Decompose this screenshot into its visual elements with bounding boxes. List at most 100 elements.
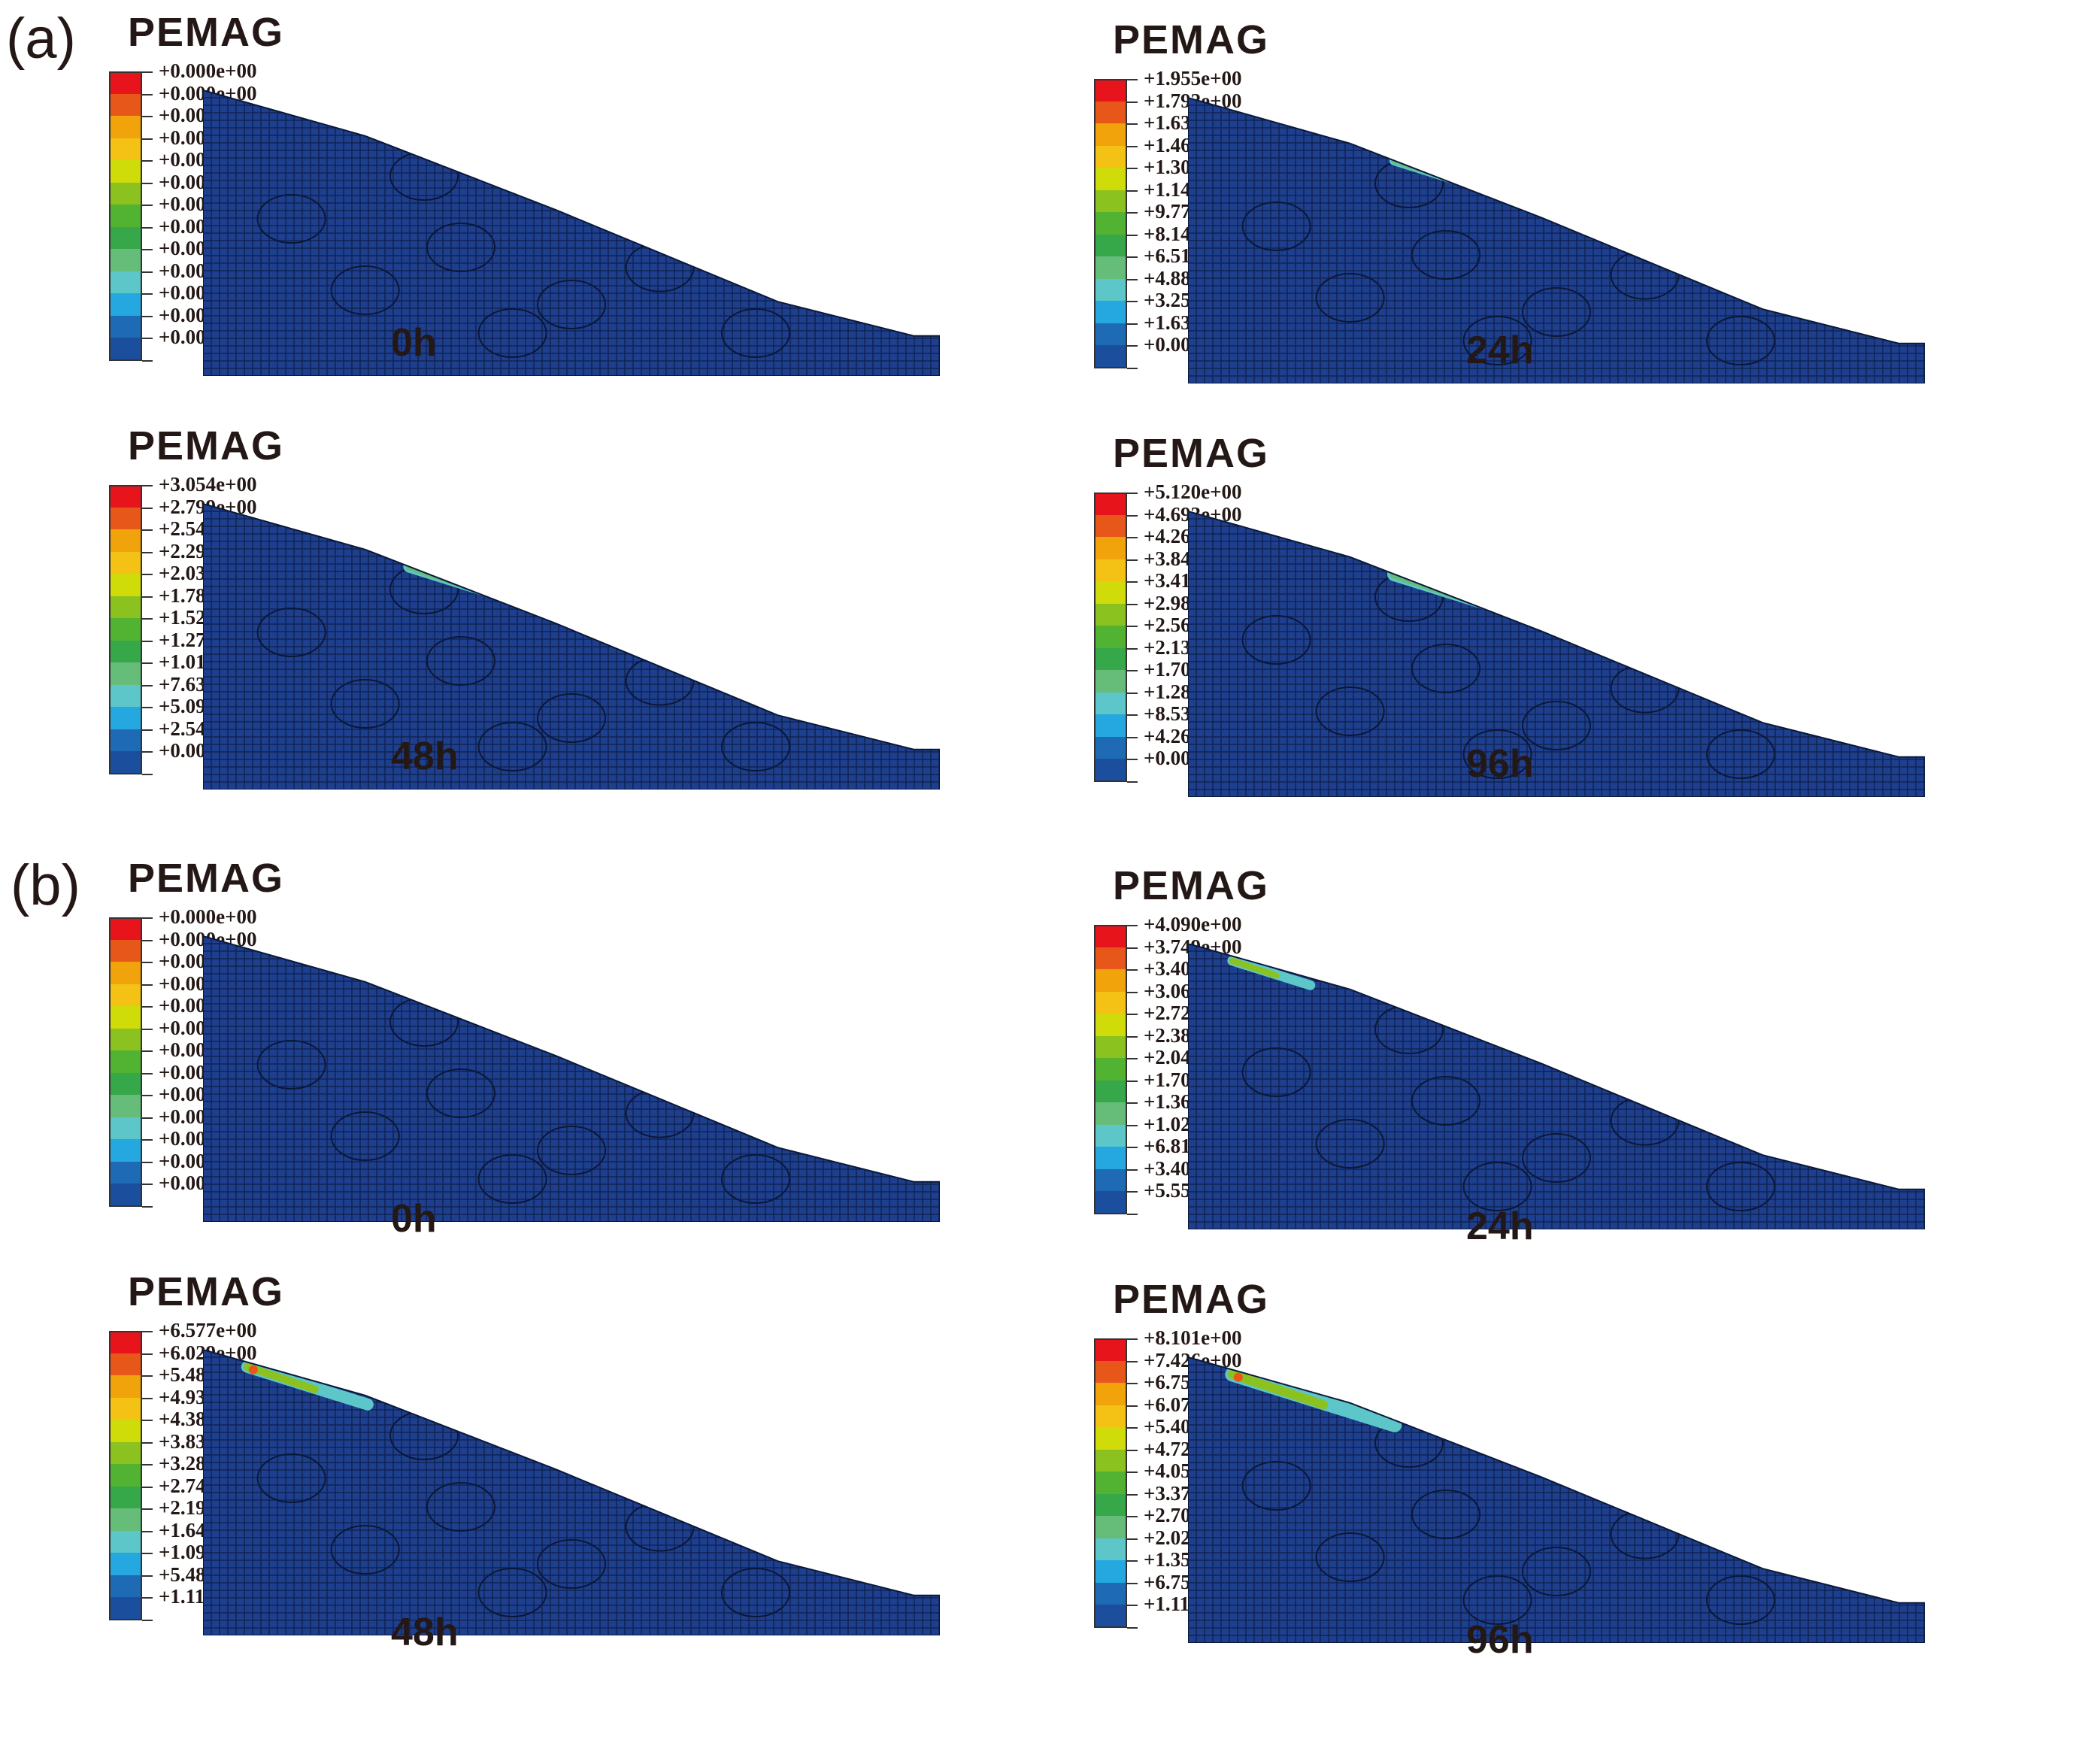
legend-tick bbox=[1127, 278, 1138, 280]
legend-tick bbox=[142, 1161, 153, 1163]
legend-tick bbox=[1127, 1605, 1138, 1606]
legend-tick bbox=[1127, 714, 1138, 716]
legend-swatch bbox=[1094, 234, 1127, 257]
legend-swatch bbox=[109, 1050, 142, 1074]
legend-swatch bbox=[1094, 1538, 1127, 1561]
legend-swatch bbox=[1094, 168, 1127, 191]
legend-swatch bbox=[109, 507, 142, 530]
legend-tick bbox=[1127, 212, 1138, 214]
legend-swatch bbox=[109, 93, 142, 117]
legend-swatch bbox=[109, 226, 142, 250]
contour-panel: PEMAG+4.090e+00+3.749e+00+3.408e+00+3.06… bbox=[985, 861, 1962, 1282]
legend-swatch bbox=[1094, 1124, 1127, 1147]
legend-tick bbox=[1127, 1383, 1138, 1384]
legend-value: +8.101e+00 bbox=[1144, 1326, 1242, 1349]
legend-swatch bbox=[109, 1508, 142, 1532]
section-label: (a) bbox=[6, 7, 76, 71]
legend-swatch bbox=[1094, 759, 1127, 782]
plastic-zone bbox=[1225, 1367, 1402, 1432]
legend-swatch bbox=[1094, 1035, 1127, 1059]
legend-tick bbox=[142, 1117, 153, 1119]
legend-tick bbox=[142, 596, 153, 598]
legend-swatch bbox=[1094, 1383, 1127, 1406]
legend-tick bbox=[142, 1139, 153, 1141]
legend-swatch bbox=[109, 1006, 142, 1029]
legend-swatch bbox=[1094, 1080, 1127, 1103]
time-label: 0h bbox=[391, 321, 437, 365]
legend-tick bbox=[1127, 1035, 1138, 1038]
legend-tick bbox=[1127, 345, 1138, 347]
legend-tick bbox=[1127, 969, 1138, 971]
legend-tick bbox=[142, 662, 153, 664]
legend-swatch bbox=[109, 160, 142, 183]
slope-model bbox=[203, 936, 940, 1222]
legend-tick bbox=[1127, 256, 1138, 258]
legend-swatch bbox=[109, 751, 142, 774]
contour-panel: PEMAG+3.054e+00+2.799e+00+2.545e+00+2.29… bbox=[0, 421, 977, 842]
legend-swatch bbox=[1094, 323, 1127, 346]
legend-tick bbox=[1127, 647, 1138, 650]
legend-swatch bbox=[1094, 1191, 1127, 1214]
legend-tick bbox=[142, 93, 153, 95]
legend-tick bbox=[1127, 1191, 1138, 1193]
legend-tick bbox=[142, 917, 153, 919]
legend-tick bbox=[142, 1353, 153, 1355]
legend-swatch bbox=[1094, 493, 1127, 516]
legend-tick bbox=[1127, 493, 1138, 494]
legend-swatch bbox=[109, 1464, 142, 1487]
contour-panel: PEMAG+1.955e+00+1.792e+00+1.630e+00+1.46… bbox=[985, 15, 1962, 436]
legend-tick bbox=[142, 1486, 153, 1488]
legend-tick bbox=[1127, 1449, 1138, 1451]
variable-title: PEMAG bbox=[128, 1269, 285, 1314]
legend-tick bbox=[1127, 1102, 1138, 1104]
section-label: (b) bbox=[11, 853, 80, 917]
legend-swatch bbox=[109, 962, 142, 985]
legend-tick bbox=[142, 640, 153, 642]
legend-swatch bbox=[109, 917, 142, 941]
legend-swatch bbox=[109, 338, 142, 361]
legend-value: +5.120e+00 bbox=[1144, 480, 1242, 503]
legend-swatch bbox=[109, 1161, 142, 1184]
legend-tick bbox=[1127, 1360, 1138, 1362]
legend-tick bbox=[142, 684, 153, 687]
legend-tick bbox=[1127, 1493, 1138, 1496]
variable-title: PEMAG bbox=[1113, 431, 1270, 476]
legend-swatch bbox=[1094, 1338, 1127, 1362]
slope-model bbox=[1188, 944, 1925, 1229]
legend-tick bbox=[1127, 780, 1138, 783]
legend-tick bbox=[142, 1205, 153, 1208]
legend-swatch bbox=[109, 618, 142, 641]
legend-swatch bbox=[1094, 1582, 1127, 1605]
legend-tick bbox=[142, 182, 153, 184]
legend-swatch bbox=[109, 1553, 142, 1576]
legend-swatch bbox=[1094, 79, 1127, 102]
legend-swatch bbox=[1094, 1168, 1127, 1192]
legend-tick bbox=[142, 1331, 153, 1332]
legend-swatch bbox=[109, 1331, 142, 1354]
legend-tick bbox=[1127, 759, 1138, 760]
legend-tick bbox=[142, 574, 153, 575]
legend-swatch bbox=[1094, 101, 1127, 124]
legend-swatch bbox=[1094, 345, 1127, 368]
legend-tick bbox=[142, 71, 153, 73]
legend-tick bbox=[142, 359, 153, 362]
legend-swatch bbox=[109, 596, 142, 619]
legend-tick bbox=[142, 138, 153, 140]
legend-swatch bbox=[109, 1397, 142, 1420]
legend-swatch bbox=[1094, 1360, 1127, 1384]
legend-tick bbox=[1127, 1427, 1138, 1429]
legend-tick bbox=[1127, 1538, 1138, 1540]
legend-tick bbox=[142, 707, 153, 708]
legend-tick bbox=[142, 315, 153, 317]
legend-tick bbox=[142, 1095, 153, 1096]
legend-swatch bbox=[109, 315, 142, 338]
legend-tick bbox=[142, 1464, 153, 1465]
legend-tick bbox=[1127, 692, 1138, 694]
legend-tick bbox=[142, 507, 153, 509]
legend-tick bbox=[1127, 189, 1138, 192]
legend-tick bbox=[1127, 1582, 1138, 1584]
legend-swatch bbox=[109, 1184, 142, 1207]
legend-swatch bbox=[109, 574, 142, 597]
legend-tick bbox=[1127, 1124, 1138, 1126]
legend-swatch bbox=[1094, 1516, 1127, 1539]
